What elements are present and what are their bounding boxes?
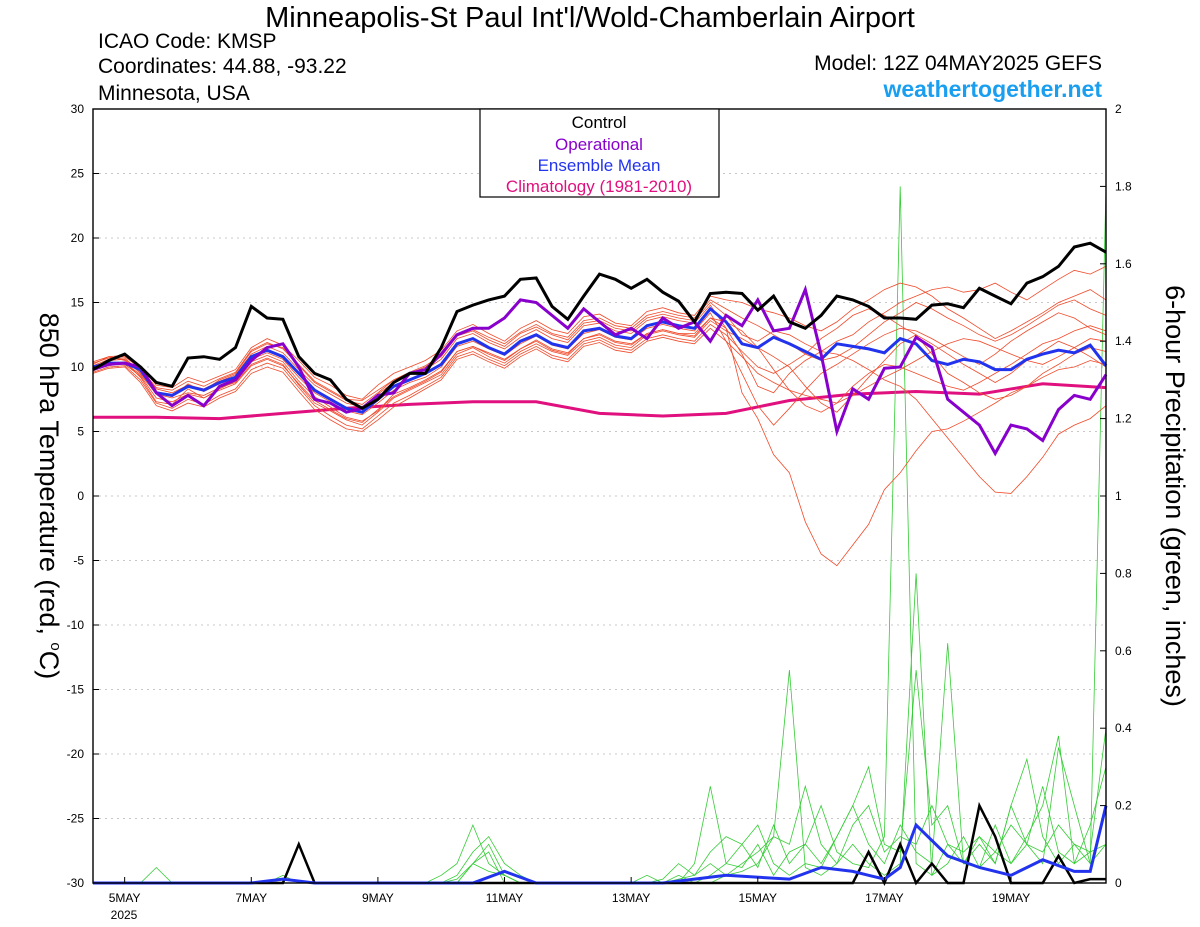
mean-precip-line (93, 805, 1108, 885)
member-temp-line (92, 304, 1107, 567)
y-axis-label-main: 850 hPa Temperature (red, (34, 313, 64, 643)
legend-control: Control (572, 113, 627, 132)
y2-tick-label: 2 (1115, 102, 1122, 116)
y-axis-label-unit: C) (34, 651, 64, 680)
member-temp-line (92, 317, 1107, 423)
x-axis-ticks: 5MAY 7MAY 9MAY 11MAY 13MAY 15MAY 17MAY 19MAY (109, 877, 1030, 905)
member-temp-line (92, 301, 1107, 494)
y-axis-degree-sign: o (47, 642, 64, 650)
site-link[interactable]: weathertogether.net (883, 76, 1102, 102)
y2-tick-label: 0 (1115, 876, 1122, 890)
climatology-line (93, 382, 1107, 421)
member-precip-line (93, 186, 1107, 884)
y2-tick-label: 0.8 (1115, 566, 1132, 580)
legend-operational: Operational (555, 135, 643, 154)
coordinates: Coordinates: 44.88, -93.22 (98, 55, 347, 78)
y2-tick-label: 1.4 (1115, 334, 1132, 348)
x-tick-label: 13MAY (612, 891, 650, 905)
x-tick-label: 15MAY (739, 891, 777, 905)
legend-ensemble-mean: Ensemble Mean (538, 156, 661, 175)
legend: Control Operational Ensemble Mean Climat… (479, 108, 720, 198)
operational-line (92, 284, 1108, 457)
y2-tick-label: 0.4 (1115, 721, 1132, 735)
x-tick-label: 9MAY (362, 891, 394, 905)
y-axis-label: 850 hPa Temperature (red, oC) (34, 313, 64, 680)
y2-tick-label: 1.2 (1115, 412, 1132, 426)
member-precip-line (93, 670, 1107, 884)
y-tick-label: 20 (71, 231, 85, 245)
member-temp-line (92, 327, 1107, 432)
y2-tick-label: 0.2 (1115, 799, 1132, 813)
y-tick-label: -30 (67, 876, 85, 890)
year-label: 2025 (111, 908, 138, 922)
x-tick-label: 19MAY (992, 891, 1030, 905)
member-temp-line (92, 282, 1107, 400)
chart-title: Minneapolis-St Paul Int'l/Wold-Chamberla… (265, 2, 915, 34)
member-temp-line (92, 299, 1107, 405)
y-tick-label: 25 (71, 167, 85, 181)
y-tick-label: 10 (71, 360, 85, 374)
y-tick-label: 5 (77, 425, 84, 439)
x-tick-label: 17MAY (865, 891, 903, 905)
climatology-layer (93, 382, 1107, 421)
legend-box (479, 108, 720, 198)
y-tick-label: -15 (67, 683, 85, 697)
control-precip-line (93, 801, 1106, 886)
y-axis-ticks: 30 25 20 15 10 5 0 -5 -10 -15 -20 -25 -30 (67, 102, 99, 890)
y2-tick-label: 1.6 (1115, 257, 1132, 271)
y2-axis-ticks: 2 1.8 1.6 1.4 1.2 1 0.8 0.6 0.4 0.2 0 (1100, 102, 1132, 890)
state-label: Minnesota, USA (98, 82, 250, 105)
member-temp-line (92, 308, 1107, 430)
y-tick-label: -25 (67, 812, 85, 826)
model-run: Model: 12Z 04MAY2025 GEFS (814, 52, 1102, 75)
x-tick-label: 5MAY (109, 891, 141, 905)
y-tick-label: 30 (71, 102, 85, 116)
y2-axis-label: 6-hour Precipitation (green, inches) (1160, 285, 1190, 707)
y2-tick-label: 1 (1115, 489, 1122, 503)
x-tick-label: 7MAY (235, 891, 267, 905)
y2-tick-label: 1.8 (1115, 179, 1132, 193)
precipitation-layer (93, 186, 1107, 884)
x-tick-label: 11MAY (486, 891, 524, 905)
icao-code: ICAO Code: KMSP (98, 30, 277, 53)
y-tick-label: -10 (67, 618, 85, 632)
main-series-layer (92, 241, 1108, 886)
member-temp-line (92, 266, 1107, 422)
y-tick-label: 0 (77, 489, 84, 503)
grid-lines (93, 173, 1106, 819)
y-tick-label: 15 (71, 296, 85, 310)
y2-tick-label: 0.6 (1115, 644, 1132, 658)
y-tick-label: -5 (73, 554, 84, 568)
legend-climatology: Climatology (1981-2010) (506, 177, 692, 196)
member-precip-line (93, 747, 1107, 884)
control-line (92, 241, 1107, 411)
y-tick-label: -20 (67, 747, 85, 761)
